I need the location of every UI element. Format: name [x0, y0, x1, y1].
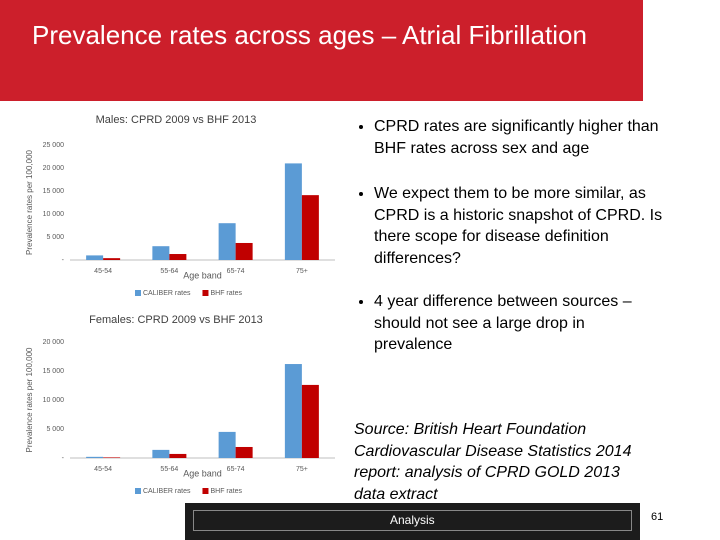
footer-bar: Analysis — [185, 503, 640, 540]
legend-label: BHF rates — [210, 290, 242, 297]
x-tick-label: 75+ — [296, 268, 308, 275]
bar — [86, 456, 104, 458]
y-tick-label: - — [62, 257, 65, 264]
legend-label: BHF rates — [210, 488, 242, 495]
chart-title: Females: CPRD 2009 vs BHF 2013 — [89, 314, 263, 326]
bar — [169, 254, 187, 260]
bar — [235, 242, 253, 260]
bar — [152, 449, 170, 458]
bullet: CPRD rates are significantly higher than… — [374, 116, 664, 159]
x-tick-label: 65-74 — [227, 268, 245, 275]
x-tick-label: 45-54 — [94, 466, 112, 473]
y-tick-label: 5 000 — [46, 426, 64, 433]
bar — [218, 431, 236, 458]
bullet-list: CPRD rates are significantly higher than… — [352, 116, 664, 380]
y-tick-label: - — [62, 455, 65, 462]
bar — [284, 163, 302, 260]
legend-swatch — [202, 290, 209, 296]
y-tick-label: 10 000 — [43, 211, 65, 218]
header: Prevalence rates across ages – Atrial Fi… — [0, 0, 643, 101]
x-axis-label: Age band — [183, 468, 222, 478]
legend-label: CALIBER rates — [143, 290, 191, 297]
bar — [301, 195, 319, 260]
bullet: We expect them to be more similar, as CP… — [374, 183, 664, 269]
x-tick-label: 45-54 — [94, 268, 112, 275]
y-tick-label: 20 000 — [43, 339, 65, 346]
slide-title: Prevalence rates across ages – Atrial Fi… — [32, 20, 587, 50]
y-tick-label: 20 000 — [43, 165, 65, 172]
legend-label: CALIBER rates — [143, 488, 191, 495]
bar — [152, 246, 170, 260]
x-tick-label: 65-74 — [227, 466, 245, 473]
footer-text: Analysis — [390, 513, 435, 527]
footer-box: Analysis — [193, 510, 632, 531]
legend-swatch — [135, 488, 141, 494]
charts: Males: CPRD 2009 vs BHF 2013 Prevalence r… — [25, 114, 335, 495]
bar — [218, 223, 236, 260]
legend-swatch — [202, 488, 209, 494]
y-tick-label: 15 000 — [43, 368, 65, 375]
x-tick-label: 55-64 — [160, 466, 178, 473]
x-axis-label: Age band — [183, 270, 222, 280]
bullet: 4 year difference between sources – shou… — [374, 291, 664, 356]
x-tick-label: 55-64 — [160, 268, 178, 275]
chart-title: Males: CPRD 2009 vs BHF 2013 — [96, 114, 257, 126]
y-tick-label: 10 000 — [43, 397, 65, 404]
bar — [235, 446, 253, 458]
y-axis-label: Prevalence rates per 100,000 — [25, 347, 34, 453]
bar — [301, 384, 319, 458]
source-note: Source: British Heart Foundation Cardiov… — [354, 421, 632, 503]
bar — [103, 258, 121, 260]
y-tick-label: 5 000 — [46, 234, 64, 241]
bar — [103, 457, 121, 458]
bar — [86, 255, 104, 260]
page-number: 61 — [651, 511, 664, 523]
legend-swatch — [135, 290, 141, 296]
bar — [169, 453, 187, 458]
x-tick-label: 75+ — [296, 466, 308, 473]
y-axis-label: Prevalence rates per 100,000 — [25, 149, 34, 255]
y-tick-label: 15 000 — [43, 188, 65, 195]
y-tick-label: 25 000 — [43, 142, 65, 149]
bar — [284, 364, 302, 458]
